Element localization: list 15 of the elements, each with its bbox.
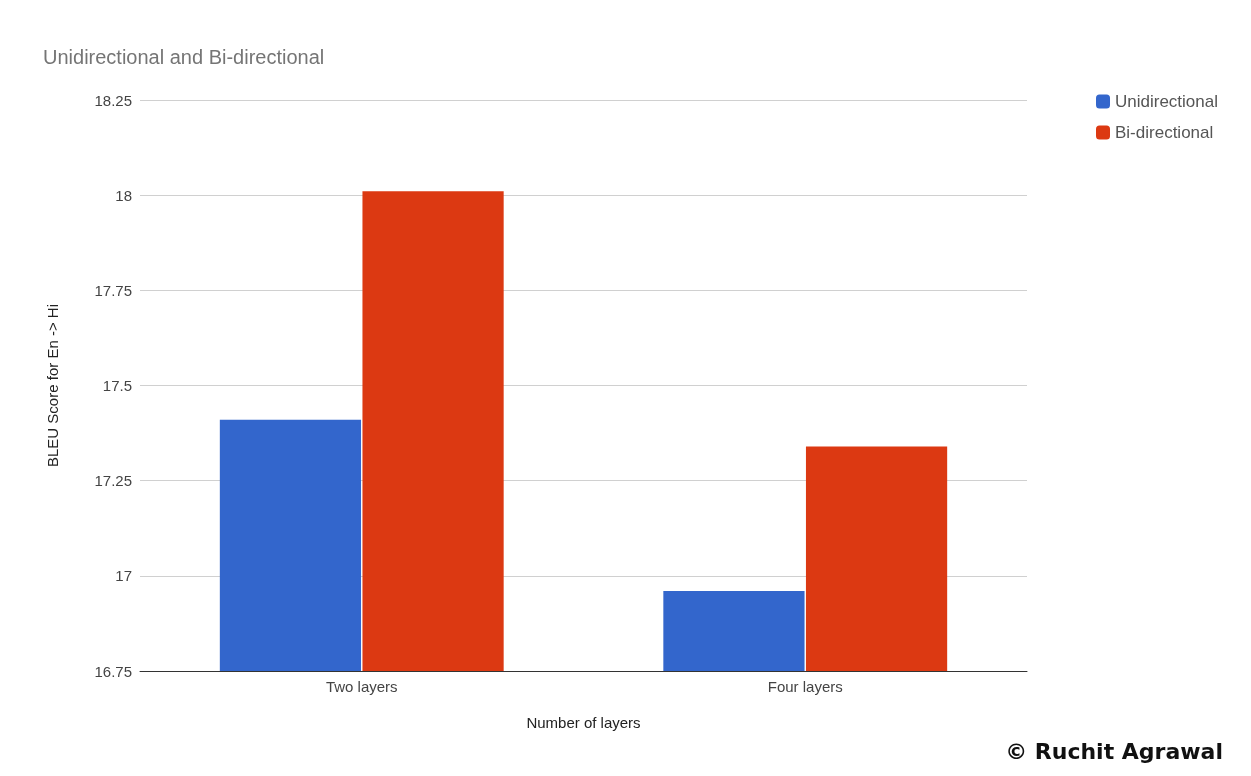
chart-title: Unidirectional and Bi-directional bbox=[43, 46, 325, 68]
y-axis-title: BLEU Score for En -> Hi bbox=[44, 304, 61, 467]
x-tick-label: Two layers bbox=[325, 678, 398, 695]
y-tick-label: 16.75 bbox=[94, 662, 132, 680]
y-tick-label: 18 bbox=[115, 186, 132, 204]
y-tick-label: 17.25 bbox=[94, 472, 132, 490]
y-tick-label: 18.25 bbox=[94, 91, 132, 109]
x-tick-label: Four layers bbox=[767, 678, 843, 695]
x-axis-title: Number of layers bbox=[526, 714, 641, 731]
legend-label: Bi-directional bbox=[1115, 123, 1214, 142]
legend-label: Unidirectional bbox=[1115, 92, 1218, 111]
text: © Ruchit Agrawal bbox=[1005, 738, 1224, 764]
y-tick-label: 17.5 bbox=[102, 377, 132, 394]
y-tick-label: 17 bbox=[115, 567, 132, 585]
y-tick-label: 17.75 bbox=[94, 281, 132, 299]
